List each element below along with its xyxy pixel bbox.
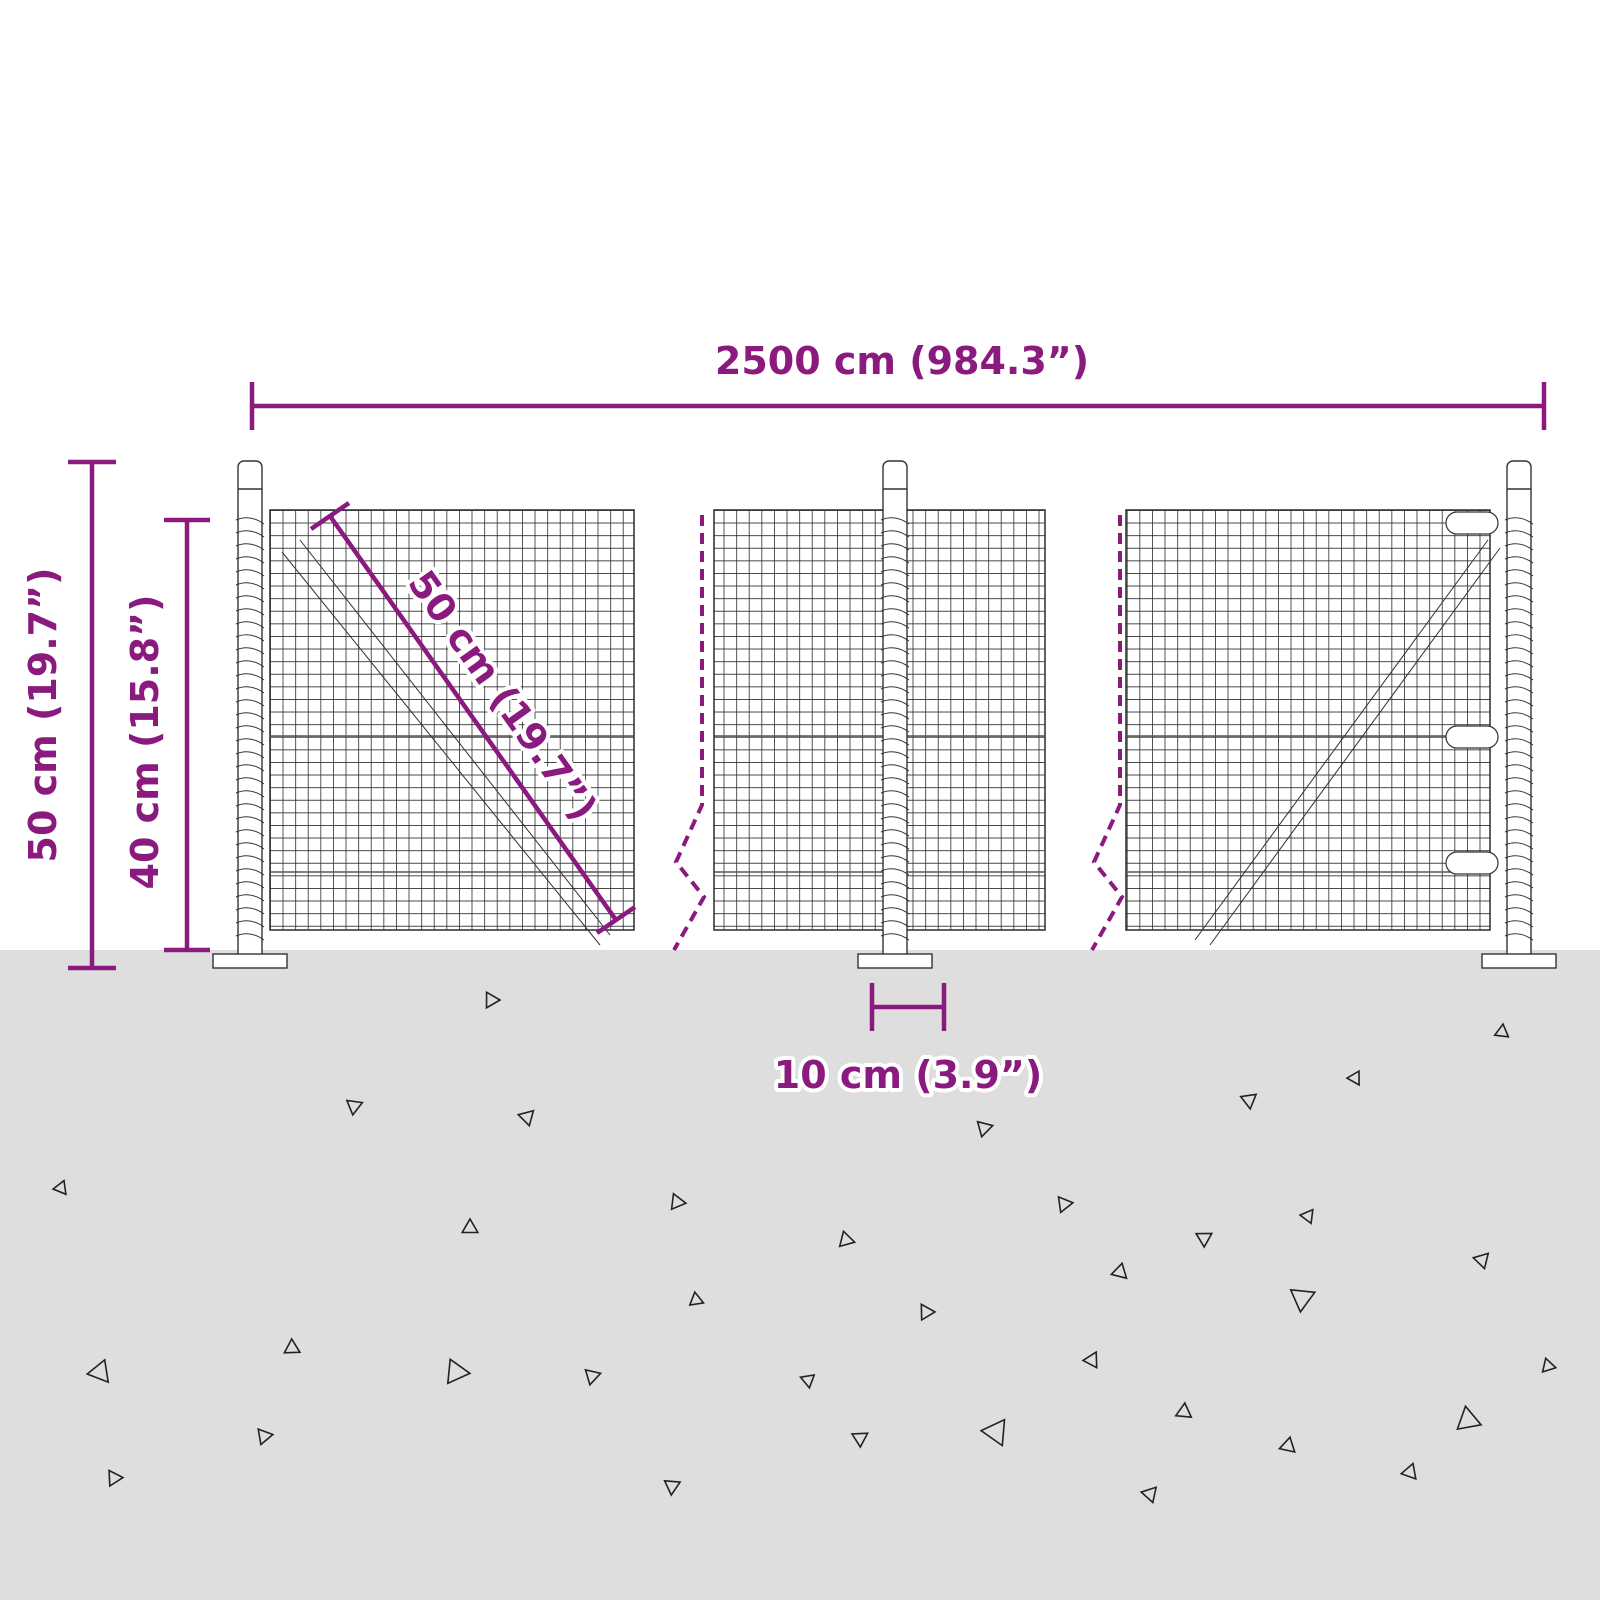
gravel-mark [1139,1486,1158,1505]
gravel-mark [283,1337,302,1354]
gravel-mark [460,1217,480,1234]
gravel-mark [108,1469,125,1488]
gravel-mark [1081,1350,1098,1370]
gravel-mark [1194,1232,1214,1249]
break-lines [672,515,1125,951]
gravel-mark [920,1302,937,1322]
gravel-mark [1239,1093,1258,1111]
gravel-mark [1345,1069,1360,1087]
gravel-mark [446,1357,472,1385]
fence-post-left [212,460,288,969]
gravel-mark [979,1418,1006,1448]
gravel-mark [485,990,502,1010]
ground [0,950,1600,1600]
fence-post-right [1481,460,1557,969]
post-height-line [68,459,116,971]
gravel-mark [1399,1461,1417,1481]
gravel-mark [850,1432,869,1449]
base-plate [857,953,933,969]
post-spacing-label: 10 cm (3.9”) [774,1053,1043,1097]
gravel-mark [51,1179,67,1196]
gravel-mark [663,1479,682,1497]
total-length-label: 2500 cm (984.3”) [715,339,1089,383]
gravel-mark [1289,1288,1317,1314]
gravel-mark [1493,1022,1510,1038]
gravel-mark [1298,1208,1314,1225]
gravel-mark [85,1358,110,1384]
gravel-mark [1057,1195,1075,1214]
base-plate [212,953,288,969]
post-height-label: 50 cm (19.7”) [21,568,65,863]
fence-post-middle [857,460,933,969]
base-plate [1481,953,1557,969]
gravel-mark [1277,1435,1296,1454]
brace-length-line [309,501,637,935]
gravel-mark [1471,1252,1490,1271]
tensioners [1445,511,1499,875]
gravel-mark [798,1373,816,1390]
gravel-mark [584,1368,603,1387]
gravel-mark [345,1099,364,1117]
gravel-mark [1541,1356,1558,1374]
mesh-height-line [164,517,210,953]
gravel-mark [1174,1401,1193,1419]
fence-panel-right [1125,509,1501,946]
gravel-mark [257,1427,275,1446]
fence-panel-middle [713,509,1046,931]
gravel-marks [51,990,1558,1505]
gravel-mark [688,1290,705,1307]
dimension-lines [68,382,1547,1031]
total-length-line [249,382,1547,430]
diagonal-brace [1194,539,1501,946]
diagonal-brace [281,539,611,946]
post-spacing-line [869,983,947,1031]
gravel-mark [976,1120,995,1139]
mesh-height-label: 40 cm (15.8”) [123,595,167,890]
gravel-mark [516,1109,535,1128]
gravel-mark [1456,1404,1483,1431]
gravel-mark [1109,1261,1128,1280]
gravel-mark [670,1192,688,1211]
fence-panel-left [269,509,635,946]
gravel-mark [838,1229,857,1248]
